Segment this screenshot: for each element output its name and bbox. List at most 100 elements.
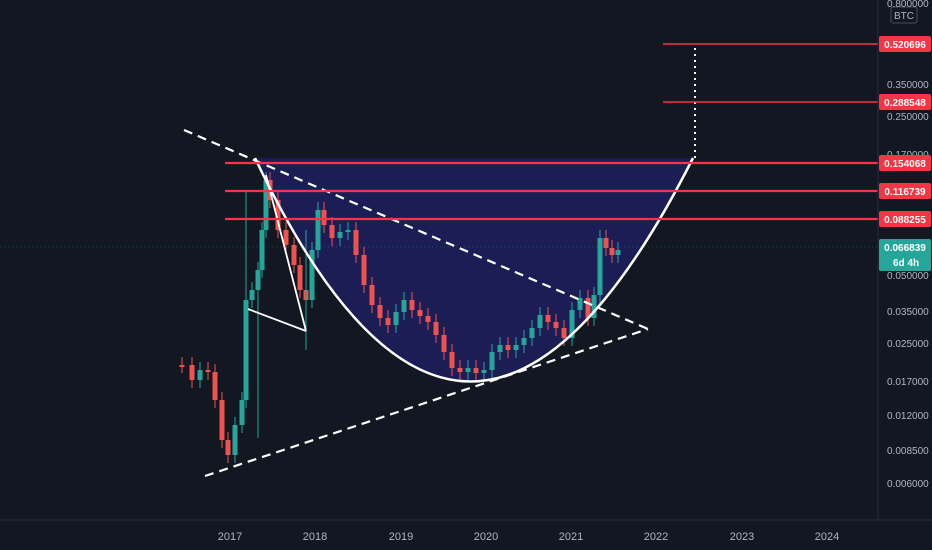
cup-pattern-fill <box>255 158 693 382</box>
resistance-tag-3: 0.116739 <box>879 183 931 199</box>
x-tick-label: 2019 <box>389 531 413 543</box>
candle-body <box>239 400 245 425</box>
ascending-trendline <box>204 327 649 478</box>
candle-body <box>263 180 269 230</box>
x-tick-label: 2017 <box>218 531 242 543</box>
candle-body <box>369 285 375 305</box>
candle-body <box>457 368 463 372</box>
last-price-tag: 0.066839 6d 4h <box>879 239 931 271</box>
candlestick-series <box>179 172 621 463</box>
y-tick-label: 0.350000 <box>887 80 929 91</box>
currency-label: BTC <box>894 11 914 22</box>
candle-body <box>197 370 203 380</box>
candle-body <box>283 230 289 245</box>
pennant-line-lower <box>247 308 307 332</box>
x-tick-label: 2023 <box>730 531 754 543</box>
candle-body <box>417 310 423 316</box>
pennant-line-upper <box>265 174 307 332</box>
candle-body <box>297 265 303 290</box>
x-axis-ticks: 2017 2018 2019 2020 2021 2022 2023 2024 <box>218 531 839 543</box>
candle-body <box>345 230 351 232</box>
x-tick-label: 2021 <box>559 531 583 543</box>
candle-body <box>449 352 455 368</box>
candle-body <box>497 345 503 352</box>
candle-body <box>433 322 439 335</box>
candle-body <box>537 315 543 328</box>
candle-body <box>465 368 471 372</box>
y-tick-label: 0.008500 <box>887 446 929 457</box>
candle-body <box>521 338 527 345</box>
candle-body <box>259 230 265 270</box>
candle-body <box>377 305 383 318</box>
candle-body <box>361 255 367 285</box>
candle-body <box>425 316 431 322</box>
candle-body <box>615 250 621 255</box>
candle-body <box>243 300 249 400</box>
candle-body <box>603 238 609 248</box>
candle-body <box>505 345 511 350</box>
candle-body <box>553 322 559 328</box>
last-price-countdown: 6d 4h <box>893 258 919 269</box>
candle-body <box>179 365 185 367</box>
candle-body <box>189 365 195 380</box>
candle-body <box>393 312 399 325</box>
last-price-value: 0.066839 <box>884 243 926 254</box>
y-tick-label: 0.025000 <box>887 339 929 350</box>
candle-body <box>385 318 391 325</box>
candle-body <box>321 210 327 225</box>
currency-label-box <box>890 6 918 24</box>
cup-pattern-line <box>253 157 695 383</box>
candle-body <box>309 250 315 300</box>
candle-body <box>315 210 321 250</box>
candle-body <box>569 310 575 338</box>
candle-body <box>232 425 238 455</box>
x-tick-label: 2024 <box>815 531 839 543</box>
candle-body <box>337 232 343 238</box>
x-tick-label: 2018 <box>303 531 327 543</box>
candle-body <box>609 248 615 255</box>
y-tick-label: 0.050000 <box>887 271 929 282</box>
candle-body <box>545 315 551 322</box>
x-tick-label: 2022 <box>644 531 668 543</box>
candle-body <box>481 370 487 373</box>
candle-body <box>291 245 297 265</box>
candle-body <box>205 370 211 372</box>
svg-text:0.288548: 0.288548 <box>884 98 926 109</box>
candle-body <box>275 200 281 230</box>
resistance-tag-2: 0.154068 <box>879 155 931 171</box>
candle-body <box>249 290 255 300</box>
candle-body <box>585 298 591 318</box>
y-tick-label: 0.035000 <box>887 307 929 318</box>
candle-body <box>409 300 415 310</box>
candle-body <box>219 400 225 440</box>
y-tick-label: 0.017000 <box>887 377 929 388</box>
y-tick-label: 0.800000 <box>887 0 929 10</box>
svg-text:0.116739: 0.116739 <box>884 187 926 198</box>
candle-body <box>353 230 359 255</box>
candle-body <box>591 295 597 318</box>
candle-body <box>473 368 479 373</box>
descending-trendline <box>183 128 649 331</box>
candle-body <box>401 300 407 312</box>
candle-body <box>212 372 218 400</box>
candle-body <box>577 298 583 310</box>
candle-body <box>329 225 335 238</box>
candle-body <box>489 352 495 370</box>
candle-body <box>597 238 603 295</box>
svg-text:0.520696: 0.520696 <box>884 40 926 51</box>
resistance-tag-0: 0.520696 <box>879 36 931 52</box>
candle-body <box>529 328 535 338</box>
resistance-tag-1: 0.288548 <box>879 94 931 110</box>
candle-body <box>561 328 567 338</box>
svg-text:0.154068: 0.154068 <box>884 159 926 170</box>
resistance-tag-4: 0.088255 <box>879 211 931 227</box>
x-tick-label: 2020 <box>474 531 498 543</box>
candle-body <box>225 440 231 455</box>
y-tick-label: 0.006000 <box>887 479 929 490</box>
svg-text:0.088255: 0.088255 <box>884 215 926 226</box>
y-tick-label: 0.250000 <box>887 112 929 123</box>
candle-body <box>441 335 447 352</box>
candle-body <box>513 345 519 350</box>
y-tick-label: 0.012000 <box>887 411 929 422</box>
